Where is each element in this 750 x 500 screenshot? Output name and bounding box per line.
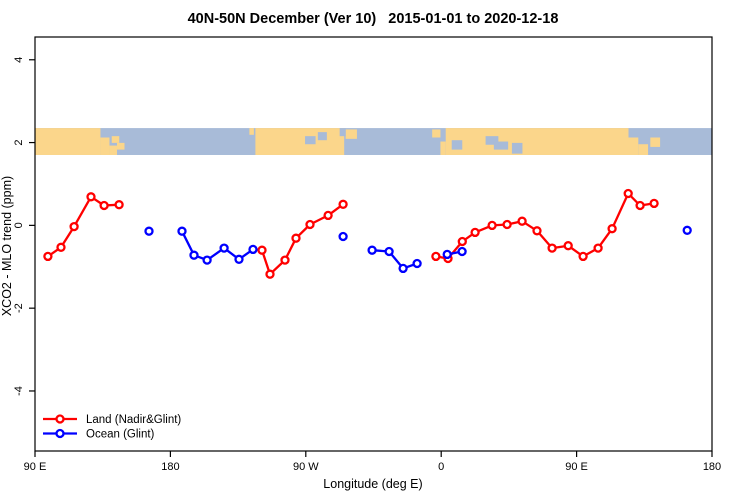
map-land-segment [638,144,649,155]
land-series-point [502,219,512,230]
land-series-point [56,242,66,252]
legend-item-ocean-marker [55,428,65,439]
land-series-point [623,188,633,199]
legend-item-ocean-label: Ocean (Glint) [86,429,155,441]
ocean-series-point [442,249,452,260]
plot-border [34,36,713,452]
x-axis-label: Longitude (deg E) [323,477,422,491]
land-series-point [280,255,290,265]
ocean-series-point [177,226,187,236]
land-series-point [323,210,333,221]
land-series-line [435,192,655,260]
land-series-point [305,219,315,230]
map-land-segment [650,137,661,147]
map-land-segment [432,129,441,138]
map-land-segment [116,142,125,150]
map-water-patch [305,136,316,145]
y-tick-label: -2 [13,303,25,313]
data-series [43,188,692,279]
chart-title: 40N-50N December (Ver 10) 2015-01-01 to … [188,11,559,27]
x-tick-label: 180 [161,461,179,473]
land-series-point [487,220,497,231]
land-series-point [114,200,124,210]
x-tick-label: 0 [438,461,444,473]
land-series-point [291,233,301,243]
land-series-point [635,200,645,211]
legend-item-ocean: Ocean (Glint) [43,429,155,441]
land-series-point [578,251,588,262]
map-land-segment [109,145,117,155]
y-tick-label: 2 [13,140,25,146]
land-series-point [457,236,467,247]
land-series-point [607,224,617,234]
land-series-point [532,226,542,236]
ocean-series-point [457,246,467,257]
ocean-series-point [219,243,229,253]
ocean-series [144,225,692,274]
land-series-point [431,251,441,262]
land-series-point [338,199,348,209]
land-series-point [649,198,659,209]
map-land-segment [345,129,357,139]
axes: 90 E 180 90 W 0 90 E 180 -4 -2 0 2 4 [13,57,721,473]
x-tick-label: 90 E [565,461,588,473]
y-axis-label: XCO2 - MLO trend (ppm) [0,176,14,316]
legend-item-land: Land (Nadir&Glint) [43,414,181,426]
ocean-series-point [384,246,394,257]
land-series-point [99,200,109,211]
x-tick-label: 90 W [293,461,319,473]
land-series-point [517,216,527,226]
ocean-series-point [234,254,244,264]
land-series-point [563,241,573,251]
map-strip [35,128,712,155]
map-land-segment [445,128,629,155]
ocean-series-line [372,249,418,270]
map-land-segment [249,128,254,135]
ocean-series-point [144,226,154,236]
map-land-segment [628,137,639,155]
land-series-point [43,251,53,262]
map-water-patch [511,142,523,154]
ocean-series-point [367,245,377,255]
map-land-segment [35,128,101,155]
y-tick-label: 0 [13,222,25,228]
map-land-segment [255,128,345,155]
ocean-series-point [338,231,348,242]
legend: Land (Nadir&Glint) Ocean (Glint) [43,414,181,441]
land-series-point [69,221,79,232]
map-water-patch [317,132,327,141]
map-land-segment [440,141,446,155]
map-water-patch [339,128,346,137]
land-series-point [470,227,480,238]
map-land-segment [111,136,120,143]
land-series-point [593,243,603,253]
legend-item-land-marker [55,414,65,424]
y-tick-label: -4 [13,386,25,396]
land-series-point [257,245,267,255]
y-tick-label: 4 [13,57,25,63]
ocean-series-point [682,225,692,235]
land-series-point [547,243,557,253]
map-water-patch [485,136,499,145]
ocean-series-point [189,250,199,260]
land-series [43,188,659,279]
ocean-series-point [398,263,408,274]
land-series-point [265,269,275,279]
map-land-segment [100,137,110,155]
map-water-patch [493,141,509,150]
ocean-series-point [202,255,212,265]
x-tick-label: 180 [703,461,721,473]
legend-item-land-label: Land (Nadir&Glint) [86,414,181,426]
ocean-series-point [412,258,422,269]
ocean-series-point [248,244,258,255]
x-tick-label: 90 E [24,461,47,473]
map-water-patch [451,140,463,150]
land-series-point [86,192,96,202]
